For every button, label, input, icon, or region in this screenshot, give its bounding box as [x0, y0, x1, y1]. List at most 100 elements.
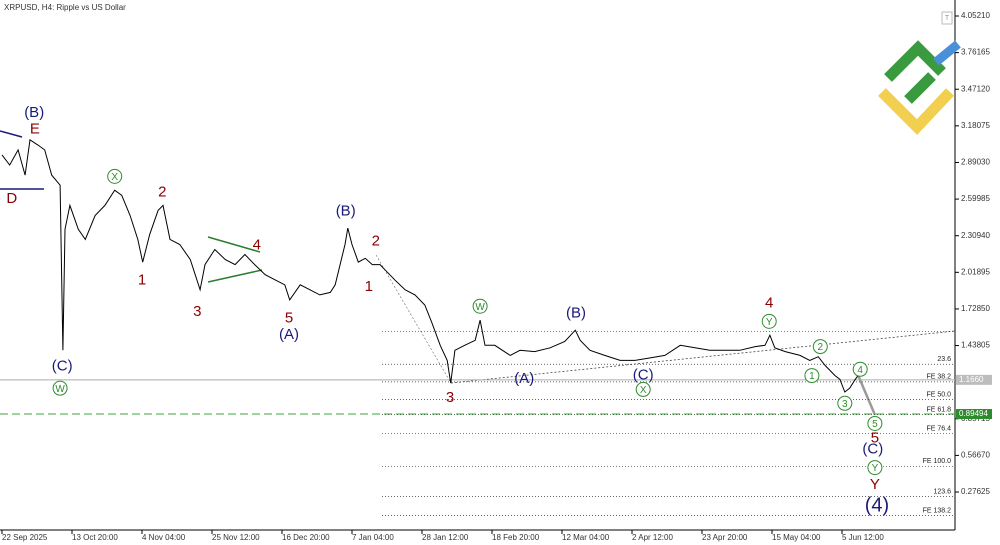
target-label: 0.89494 — [959, 409, 988, 418]
wave-label: 5 — [285, 310, 293, 327]
wave-label: 5 — [872, 419, 878, 430]
wave-label: Y — [872, 463, 879, 474]
y-tick-label: 2.01895 — [961, 267, 990, 276]
x-tick-label: 18 Feb 20:00 — [492, 533, 540, 542]
wave-label: 1 — [138, 272, 146, 289]
wave-label: X — [640, 385, 647, 396]
wave-label: (C) — [633, 366, 654, 383]
wave-label: E — [30, 120, 40, 137]
y-tick-label: 4.05210 — [961, 11, 990, 20]
wave-circle — [52, 380, 68, 396]
wave-label: 4 — [253, 236, 261, 253]
wave-circle — [812, 339, 828, 355]
x-tick-label: 12 Mar 04:00 — [562, 533, 610, 542]
fib-label: 23.6 — [937, 356, 951, 363]
wave-label: (4) — [865, 495, 889, 517]
wave-label: (B) — [566, 304, 586, 321]
triangle-line — [207, 269, 263, 283]
logo-yellow — [878, 88, 955, 135]
y-tick-label: 0.27625 — [961, 487, 990, 496]
wave-label: (A) — [514, 370, 534, 387]
y-tick-label: 2.89030 — [961, 158, 990, 167]
wave-circle — [761, 313, 777, 329]
wave-circle — [472, 298, 488, 314]
wave-label: 3 — [446, 389, 454, 406]
drawings — [0, 130, 956, 416]
fib-label: FE 61.8 — [926, 406, 951, 413]
wave-label: (B) — [336, 202, 356, 219]
wave-label: 4 — [857, 365, 863, 376]
forecast-arrow — [856, 374, 877, 416]
x-tick-label: 2 Apr 12:00 — [632, 533, 673, 542]
wave-circle — [635, 381, 651, 397]
wave-circle — [804, 368, 820, 384]
fib-label: FE 100.0 — [923, 458, 952, 465]
wave-label: 1 — [365, 278, 373, 295]
x-tick-label: 23 Apr 20:00 — [702, 533, 748, 542]
wave-label: (C) — [52, 357, 73, 374]
x-tick-label: 22 Sep 2025 — [2, 533, 48, 542]
wave-circle — [852, 361, 868, 377]
logo-green-2 — [904, 72, 936, 104]
fib-label: 123.6 — [933, 488, 951, 495]
logo-blue — [933, 40, 961, 66]
wave-label: 3 — [842, 399, 848, 410]
wave-label: 3 — [193, 303, 201, 320]
x-tick-label: 4 Nov 04:00 — [142, 533, 186, 542]
logo-green — [884, 40, 946, 82]
y-tick-label: 0.56670 — [961, 451, 990, 460]
fib-label: FE 50.0 — [926, 391, 951, 398]
wave-label: X — [111, 172, 118, 183]
wave-label: W — [475, 302, 485, 313]
y-tick-label: 3.47120 — [961, 84, 990, 93]
target-box — [956, 409, 992, 420]
y-tick-label: 2.59985 — [961, 194, 990, 203]
fib-label: FE 138.2 — [923, 507, 952, 514]
y-tick-label: 1.72850 — [961, 304, 990, 313]
y-tick-label: 2.30940 — [961, 231, 990, 240]
x-tick-label: 25 Nov 12:00 — [212, 533, 260, 542]
triangle-line — [207, 236, 261, 253]
trend-line — [450, 330, 956, 384]
x-tick-label: 16 Dec 20:00 — [282, 533, 330, 542]
wave-label: (C) — [862, 441, 883, 458]
x-tick-label: 28 Jan 12:00 — [422, 533, 469, 542]
wave-label: 4 — [765, 294, 773, 311]
wave-label: 2 — [158, 183, 166, 200]
y-tick-label: 3.18075 — [961, 121, 990, 130]
y-tick-label: 1.43805 — [961, 341, 990, 350]
x-tick-label: 15 May 04:00 — [772, 533, 821, 542]
wave-label: 2 — [372, 233, 380, 250]
wave-label: W — [55, 384, 65, 395]
current-price-label: 1.1660 — [959, 375, 984, 384]
wave-circle — [107, 168, 123, 184]
wave-circle — [867, 415, 883, 431]
wave-label: Y — [870, 476, 880, 493]
x-tick-label: 13 Oct 20:00 — [72, 533, 118, 542]
fib-label: FE 38.2 — [926, 374, 951, 381]
wave-label: (A) — [279, 326, 299, 343]
wave-circle — [867, 460, 883, 476]
x-tick-label: 7 Jan 04:00 — [352, 533, 394, 542]
price-line — [1, 138, 859, 393]
wave-label: (B) — [24, 104, 44, 121]
logo — [878, 40, 961, 135]
wave-label: D — [6, 190, 17, 207]
fib-label: FE 76.4 — [926, 425, 951, 432]
wave-label: 1 — [809, 371, 815, 382]
trend-line — [0, 130, 23, 138]
x-tick-label: 5 Jun 12:00 — [842, 533, 884, 542]
y-tick-label: 3.76165 — [961, 48, 990, 57]
toolbar-button[interactable] — [941, 11, 953, 25]
wave-circle — [837, 395, 853, 411]
toolbar-icon: T — [945, 15, 950, 22]
chart-title: XRPUSD, H4: Ripple vs US Dollar — [4, 3, 126, 12]
wave-label: 5 — [871, 429, 879, 446]
current-price-box — [956, 374, 992, 385]
wave-label: 2 — [818, 342, 824, 353]
projection-line — [375, 254, 452, 384]
wave-label: Y — [766, 317, 773, 328]
